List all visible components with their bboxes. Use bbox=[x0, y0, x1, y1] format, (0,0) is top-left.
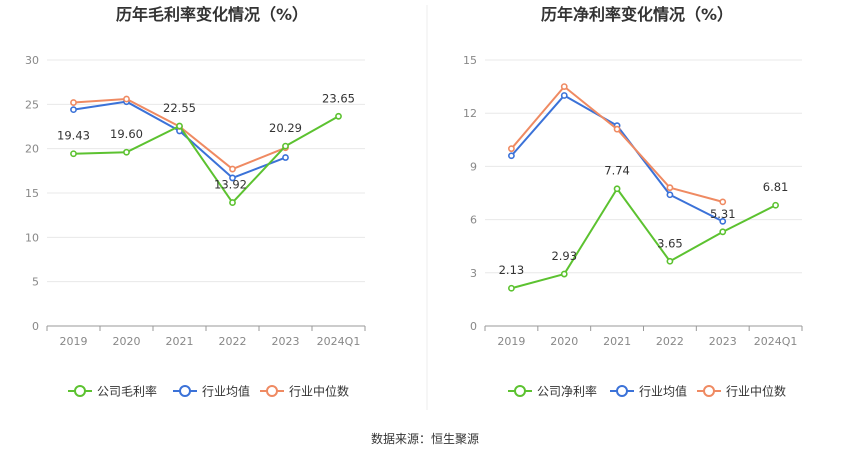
chart1-x-tick-label: 2021 bbox=[166, 335, 194, 348]
chart1-data-label: 19.43 bbox=[57, 129, 90, 143]
chart1-y-tick-label: 20 bbox=[25, 143, 39, 156]
chart1-x-tick-label: 2020 bbox=[113, 335, 141, 348]
chart2-series-industry_median-point bbox=[560, 83, 568, 90]
chart1-series-company-line bbox=[73, 115, 339, 204]
chart1-y-tick-label: 0 bbox=[32, 320, 39, 333]
chart1-series-company-point bbox=[176, 122, 183, 130]
chart1-data-label: 23.65 bbox=[322, 91, 355, 105]
chart2-data-label: 5.31 bbox=[710, 207, 736, 221]
chart2-x-tick-label: 2024Q1 bbox=[754, 335, 798, 348]
chart1-x-tick-label: 2022 bbox=[219, 335, 247, 348]
chart2-data-label: 2.93 bbox=[551, 249, 577, 263]
chart2-series-industry_avg-line bbox=[510, 94, 724, 223]
chart2-series-company-point bbox=[508, 284, 515, 292]
chart1-series-industry_avg-point bbox=[70, 106, 77, 114]
chart2-legend-industry_avg-label[interactable]: 行业均值 bbox=[639, 384, 687, 399]
chart1-legend-company-marker[interactable] bbox=[74, 385, 86, 397]
chart1-data-label: 22.55 bbox=[163, 101, 196, 115]
chart2-x-tick-label: 2022 bbox=[656, 335, 684, 348]
chart2-y-tick-label: 15 bbox=[463, 54, 477, 67]
chart2-data-label: 2.13 bbox=[499, 263, 525, 277]
chart1-legend-company-label[interactable]: 公司毛利率 bbox=[97, 384, 157, 399]
chart2-series-company-point bbox=[772, 201, 779, 209]
chart2-y-tick-label: 6 bbox=[470, 214, 477, 227]
chart2-x-tick-label: 2019 bbox=[497, 335, 525, 348]
chart1-series-industry_median-point bbox=[70, 99, 77, 106]
chart1-data-label: 20.29 bbox=[269, 121, 302, 135]
chart1-series-industry_avg-point bbox=[229, 174, 236, 182]
chart2-legend-industry_avg-marker[interactable] bbox=[616, 385, 628, 397]
chart1-legend-industry_avg-marker[interactable] bbox=[179, 385, 191, 397]
chart2-legend-company-marker[interactable] bbox=[514, 385, 526, 397]
chart2-legend-industry_median-label[interactable]: 行业中位数 bbox=[726, 384, 786, 399]
chart2-series-industry_avg-point bbox=[508, 152, 515, 160]
chart1-data-label: 13.92 bbox=[214, 178, 247, 192]
chart2-x-tick-label: 2021 bbox=[603, 335, 631, 348]
chart1-data-label: 19.60 bbox=[110, 127, 143, 141]
chart1-x-tick-label: 2019 bbox=[60, 335, 88, 348]
chart1-y-tick-label: 30 bbox=[25, 54, 39, 67]
chart1-x-tick-label: 2023 bbox=[272, 335, 300, 348]
chart1-series-industry_median-point bbox=[123, 95, 130, 103]
chart1-y-tick-label: 5 bbox=[32, 276, 39, 289]
chart2-series-industry_median-point bbox=[508, 145, 515, 153]
chart2-y-tick-label: 0 bbox=[470, 320, 477, 333]
chart1-series-industry_avg-point bbox=[282, 154, 289, 161]
chart1-series-company-point bbox=[335, 112, 342, 120]
chart2-data-label: 7.74 bbox=[604, 164, 630, 178]
chart1-y-tick-label: 25 bbox=[25, 98, 39, 111]
chart2-series-industry_avg-point bbox=[560, 92, 568, 99]
chart1-legend-industry_avg-label[interactable]: 行业均值 bbox=[202, 384, 250, 399]
chart1-legend-industry_median-marker[interactable] bbox=[266, 385, 278, 397]
chart2-series-industry_median-point bbox=[719, 198, 727, 206]
chart2-y-tick-label: 9 bbox=[470, 160, 477, 173]
chart1-series-company-point bbox=[229, 199, 236, 206]
chart1-series-company-point bbox=[70, 150, 77, 158]
chart2-series-company-point bbox=[666, 257, 674, 265]
chart2-y-tick-label: 12 bbox=[463, 107, 477, 120]
chart2-series-company-point bbox=[613, 185, 621, 193]
chart2-series-company-line bbox=[511, 187, 777, 290]
chart2-series-company-point bbox=[719, 228, 727, 236]
chart2-x-tick-label: 2020 bbox=[550, 335, 578, 348]
chart1-series-company-point bbox=[282, 142, 289, 150]
chart2-y-tick-label: 3 bbox=[470, 267, 477, 280]
chart1-y-tick-label: 10 bbox=[25, 231, 39, 244]
chart1-title: 历年毛利率变化情况（%） bbox=[116, 5, 308, 24]
chart1-y-tick-label: 15 bbox=[25, 187, 39, 200]
chart2-data-label: 3.65 bbox=[657, 236, 683, 250]
chart2-series-industry_avg-point bbox=[666, 191, 674, 199]
chart2-series-industry_avg-point bbox=[719, 217, 727, 225]
chart2-data-label: 6.81 bbox=[763, 180, 789, 194]
chart1-series-company-point bbox=[123, 148, 130, 156]
chart2-legend-industry_median-marker[interactable] bbox=[703, 385, 715, 397]
chart2-title: 历年净利率变化情况（%） bbox=[541, 5, 733, 24]
chart2-x-tick-label: 2023 bbox=[709, 335, 737, 348]
chart1-legend-industry_median-label[interactable]: 行业中位数 bbox=[289, 384, 349, 399]
chart2-legend-company-label[interactable]: 公司净利率 bbox=[537, 384, 597, 399]
chart2-series-industry_median-point bbox=[613, 125, 621, 133]
chart1-x-tick-label: 2024Q1 bbox=[317, 335, 361, 348]
data-source-note: 数据来源：恒生聚源 bbox=[370, 432, 479, 446]
chart2-series-industry_median-point bbox=[666, 184, 674, 192]
chart1-series-industry_median-point bbox=[229, 165, 236, 173]
chart2-series-industry_median-line bbox=[510, 85, 724, 203]
chart2-series-company-point bbox=[560, 270, 568, 278]
